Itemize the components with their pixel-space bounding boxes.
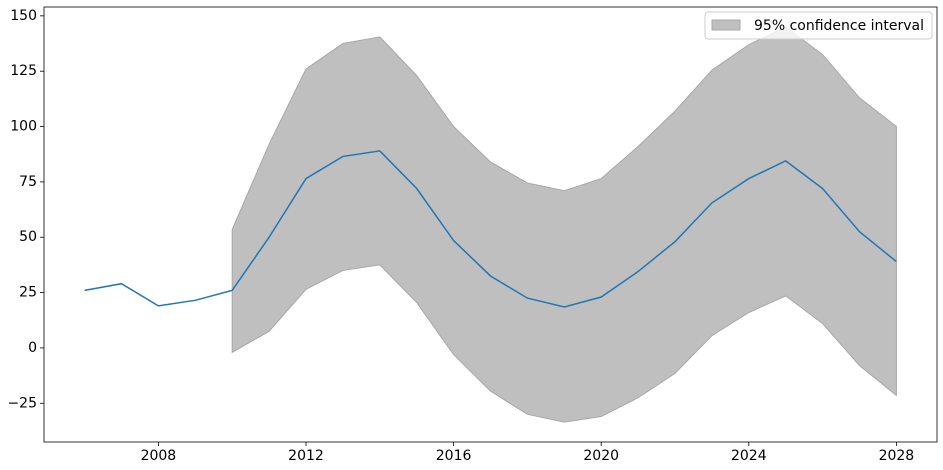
y-tick-label: 25 <box>19 285 37 301</box>
y-tick-label: 50 <box>19 229 37 245</box>
y-tick-label: 75 <box>19 174 37 190</box>
y-tick-label: 100 <box>10 119 37 135</box>
x-tick-label: 2028 <box>879 448 915 464</box>
x-tick-label: 2012 <box>288 448 324 464</box>
confidence-band <box>231 26 897 423</box>
x-tick-label: 2020 <box>583 448 619 464</box>
legend-box <box>704 11 933 40</box>
x-tick-label: 2016 <box>436 448 472 464</box>
y-tick-label: 150 <box>10 8 37 24</box>
series-line <box>84 150 897 308</box>
plot-frame <box>43 6 938 443</box>
y-tick-label: 0 <box>28 340 37 356</box>
legend-label: 95% confidence interval <box>754 18 924 34</box>
y-tick-label: 125 <box>10 63 37 79</box>
x-tick-label: 2008 <box>141 448 177 464</box>
legend-swatch <box>711 19 741 31</box>
y-tick-label: −25 <box>7 395 37 411</box>
x-tick-label: 2024 <box>731 448 767 464</box>
